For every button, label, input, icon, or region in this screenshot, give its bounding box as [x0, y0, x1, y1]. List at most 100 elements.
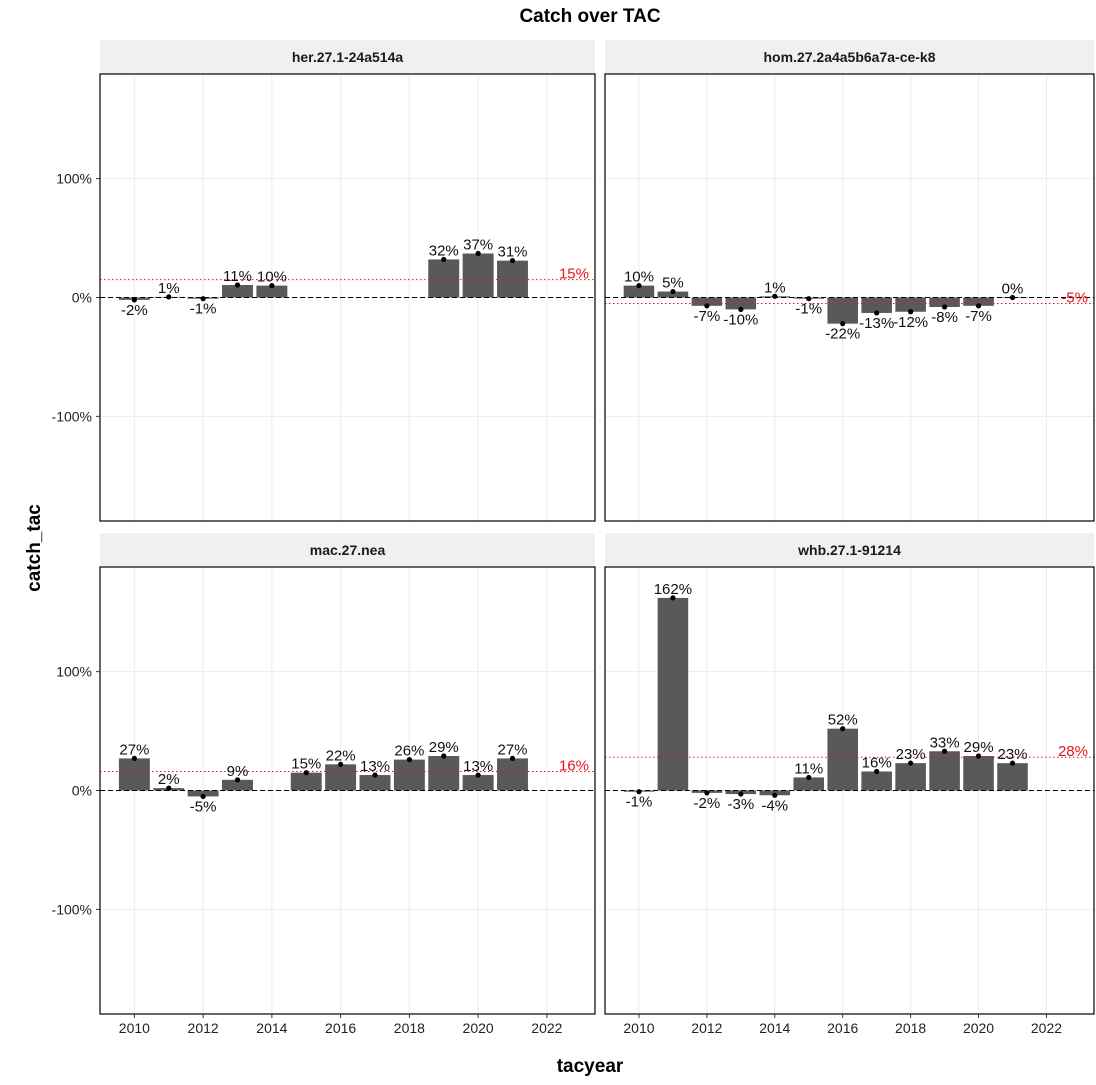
data-label: -22% — [825, 326, 860, 343]
data-label: -10% — [723, 311, 758, 328]
data-label: -2% — [694, 795, 721, 812]
x-tick-label: 2018 — [394, 1020, 425, 1036]
bar — [657, 597, 689, 791]
data-point — [738, 791, 744, 797]
bar — [895, 763, 926, 791]
x-tick-label: 2018 — [895, 1020, 926, 1036]
x-tick-label: 2012 — [691, 1020, 722, 1036]
data-label: 9% — [227, 763, 249, 780]
facet-strip — [605, 40, 1094, 74]
panel-border — [604, 566, 1095, 1015]
data-label: -3% — [727, 796, 754, 813]
y-tick-label: -100% — [52, 408, 92, 424]
facet-strip — [605, 533, 1094, 567]
bar — [462, 253, 494, 298]
y-tick-label: -100% — [52, 901, 92, 917]
bar — [861, 771, 892, 791]
mean-label: 15% — [559, 266, 589, 283]
x-tick-label: 2020 — [463, 1020, 494, 1036]
data-point — [975, 303, 982, 309]
bar — [725, 297, 757, 310]
facet-strip-label: mac.27.nea — [310, 542, 386, 558]
bar — [827, 728, 858, 791]
y-tick-label: 100% — [56, 171, 92, 187]
bar — [623, 285, 655, 298]
x-tick-label: 2020 — [963, 1020, 994, 1036]
data-label: -8% — [931, 309, 958, 326]
x-tick-label: 2014 — [256, 1020, 287, 1036]
data-label: 15% — [291, 756, 321, 773]
data-label: -1% — [190, 301, 217, 318]
data-point — [941, 304, 948, 310]
x-tick-label: 2022 — [531, 1020, 562, 1036]
data-point — [338, 761, 344, 767]
data-label: 11% — [794, 760, 823, 777]
data-point — [636, 789, 642, 795]
data-label: 29% — [964, 739, 994, 756]
facet-panel: her.27.1-24a514a 15% -2% 1% -1% 11% 10% 32% 37% 3… — [52, 40, 596, 522]
data-label: 1% — [764, 279, 786, 296]
bar — [187, 790, 219, 797]
data-label: -4% — [761, 797, 788, 814]
data-label: 31% — [497, 244, 527, 261]
data-label: 23% — [997, 746, 1027, 763]
data-point — [806, 774, 812, 781]
data-point — [509, 258, 516, 264]
bar — [222, 285, 253, 298]
data-point — [704, 303, 710, 309]
panel-border — [604, 73, 1095, 522]
bar — [462, 775, 494, 791]
bar — [428, 259, 460, 298]
bar — [657, 291, 689, 298]
data-label: 0% — [1002, 281, 1024, 298]
data-label: -13% — [859, 315, 894, 332]
y-tick-label: 0% — [72, 783, 92, 799]
data-point — [131, 755, 137, 762]
bar — [963, 297, 994, 306]
bar — [929, 751, 960, 791]
data-label: -5% — [190, 798, 217, 815]
data-point — [772, 792, 778, 798]
data-point — [975, 753, 982, 759]
data-point — [475, 250, 481, 257]
data-point — [200, 296, 206, 302]
x-tick-label: 2012 — [188, 1020, 219, 1036]
bar — [895, 297, 926, 312]
facet-strip-label: hom.27.2a4a5b6a7a-ce-k8 — [764, 49, 936, 65]
data-label: 11% — [223, 268, 252, 285]
data-label: 37% — [463, 237, 493, 254]
bar — [793, 777, 825, 791]
bar — [861, 297, 892, 313]
data-label: 32% — [429, 242, 459, 259]
bar — [222, 779, 253, 791]
data-point — [475, 772, 481, 778]
data-label: -1% — [795, 301, 822, 318]
data-label: 162% — [654, 581, 692, 598]
data-point — [874, 310, 880, 316]
data-point — [166, 785, 172, 791]
bar — [118, 758, 150, 791]
x-tick-label: 2010 — [623, 1020, 654, 1036]
data-point — [840, 726, 846, 732]
data-point — [738, 306, 744, 312]
facet-strip — [100, 40, 595, 74]
data-label: 10% — [624, 269, 654, 286]
data-label: -2% — [121, 302, 148, 319]
data-point — [670, 595, 676, 601]
bar — [359, 775, 391, 791]
data-label: 16% — [862, 754, 892, 771]
data-point — [704, 790, 710, 796]
bar — [497, 260, 528, 298]
data-label: 29% — [429, 739, 459, 756]
data-label: 52% — [828, 712, 858, 729]
data-point — [234, 282, 241, 288]
bar — [325, 764, 357, 791]
bar — [963, 756, 994, 791]
data-point — [441, 753, 447, 759]
data-label: 1% — [158, 280, 180, 297]
bar — [256, 285, 288, 298]
bar — [393, 759, 425, 791]
